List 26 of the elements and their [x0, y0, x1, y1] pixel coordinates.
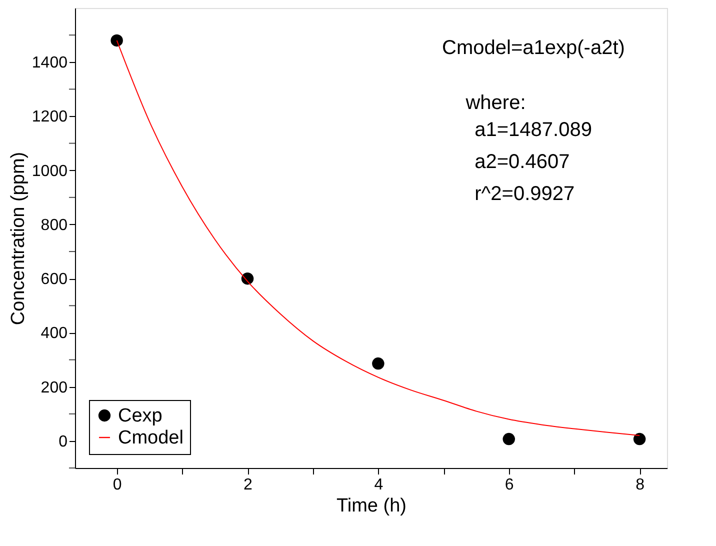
legend-label: Cexp	[118, 406, 162, 426]
y-tick-label: 600	[40, 271, 68, 288]
annotation: where:	[464, 92, 526, 114]
annotation: r^2=0.9927	[474, 183, 575, 205]
point	[502, 432, 515, 446]
x-tick-label: 4	[374, 476, 384, 494]
point	[372, 357, 384, 370]
point	[110, 34, 123, 47]
legend-label: Cmodel	[118, 428, 184, 448]
y-tick-label: 200	[40, 379, 68, 396]
y-tick-label: 800	[40, 216, 68, 234]
point	[633, 432, 646, 446]
x-tick-label: 0	[112, 476, 122, 494]
annotation: a2=0.4607	[474, 151, 570, 173]
annotation: a1=1487.089	[474, 119, 592, 141]
x-tick-label: 6	[504, 476, 514, 494]
annotation: Cmodel=a1exp(-a2t)	[442, 37, 625, 59]
y-axis-title: Concentration (ppm)	[8, 152, 29, 326]
y-tick-label: 1200	[32, 108, 68, 126]
x-axis-title: Time (h)	[336, 496, 407, 516]
x-tick-label: 2	[244, 476, 253, 494]
y-tick-label: 1400	[32, 54, 68, 72]
y-tick-label: 400	[40, 325, 68, 342]
y-tick-label: 1000	[32, 162, 68, 180]
x-tick-label: 8	[636, 476, 645, 494]
y-tick-label: 0	[58, 433, 68, 450]
